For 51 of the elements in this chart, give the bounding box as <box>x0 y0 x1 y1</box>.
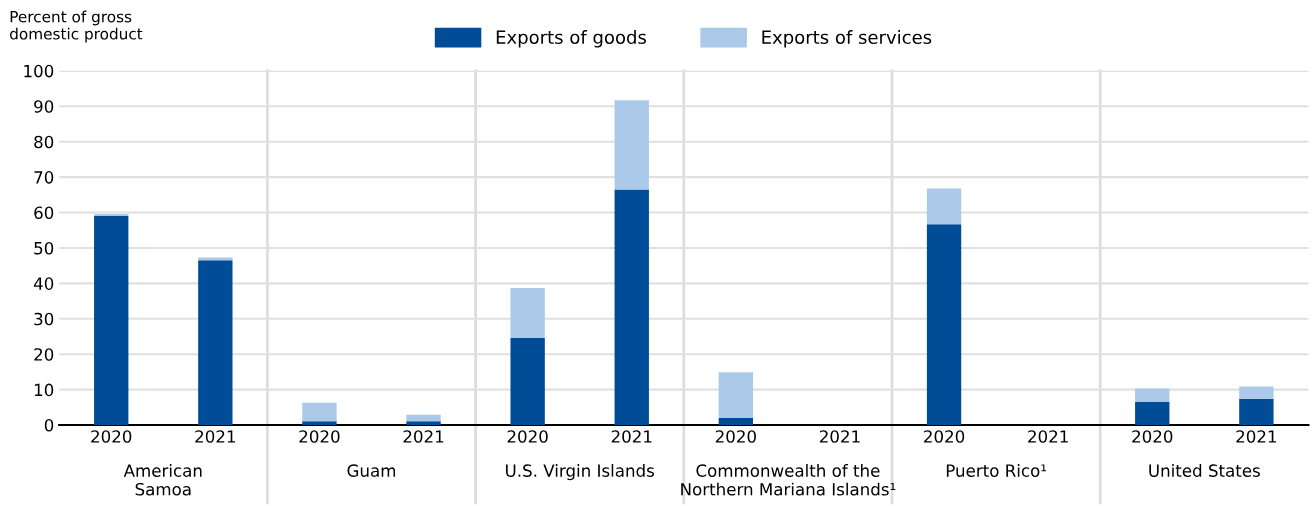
x-tick-label: 2021 <box>611 430 652 443</box>
bar <box>614 189 649 426</box>
bar <box>406 414 441 422</box>
bar <box>926 188 962 225</box>
text: Commonwealth of the Northern Mariana Islands¹ <box>681 464 896 496</box>
y-tick-label: 30 <box>34 312 54 326</box>
bar <box>510 337 545 426</box>
y-axis-title: Percent of gross domestic product <box>10 10 143 43</box>
bar <box>302 421 337 426</box>
y-tick-label: 20 <box>34 348 54 361</box>
x-tick-label: 2020 <box>924 430 965 443</box>
bar <box>1239 398 1274 426</box>
y-tick-label: 10 <box>34 383 54 397</box>
x-tick-label: 2020 <box>715 430 756 443</box>
y-tick-label: 80 <box>34 135 54 149</box>
y-tick-label: 50 <box>34 241 54 255</box>
text: U.S. Virgin Islands <box>506 464 654 481</box>
text: American Samoa <box>123 464 202 496</box>
bar <box>510 287 545 338</box>
y-tick-label: 100 <box>24 64 54 78</box>
bar <box>302 402 337 422</box>
bar <box>94 213 129 217</box>
y-tick-label: 90 <box>34 100 54 113</box>
x-tick-label: 2020 <box>507 430 548 443</box>
y-tick-label: 40 <box>33 277 54 290</box>
legend-label: Exports of goods <box>496 30 646 48</box>
x-tick-label: 2021 <box>1236 430 1277 443</box>
bar <box>718 372 754 418</box>
text: Guam <box>347 464 396 477</box>
y-tick-label: 60 <box>34 206 54 220</box>
legend-label: Exports of services <box>762 30 932 48</box>
x-tick-label: 2020 <box>91 430 132 443</box>
text: Puerto Rico¹ <box>946 464 1047 477</box>
x-tick-label: 2021 <box>403 430 444 443</box>
y-tick-label: 0 <box>44 419 54 432</box>
bar <box>406 421 441 426</box>
x-tick-label: 2021 <box>195 430 235 443</box>
x-tick-label: 2021 <box>819 430 860 443</box>
text: United States <box>1149 464 1260 477</box>
bar <box>1135 401 1170 426</box>
bar <box>94 216 129 426</box>
x-tick-label: 2021 <box>1028 430 1068 443</box>
bar <box>1239 386 1274 399</box>
bar <box>198 260 233 426</box>
bar <box>614 100 649 190</box>
y-tick-label: 70 <box>34 171 54 184</box>
x-tick-label: 2020 <box>1132 430 1173 443</box>
bar <box>926 224 962 426</box>
x-tick-label: 2020 <box>299 430 340 443</box>
bar <box>718 417 754 426</box>
bar <box>1135 388 1170 402</box>
